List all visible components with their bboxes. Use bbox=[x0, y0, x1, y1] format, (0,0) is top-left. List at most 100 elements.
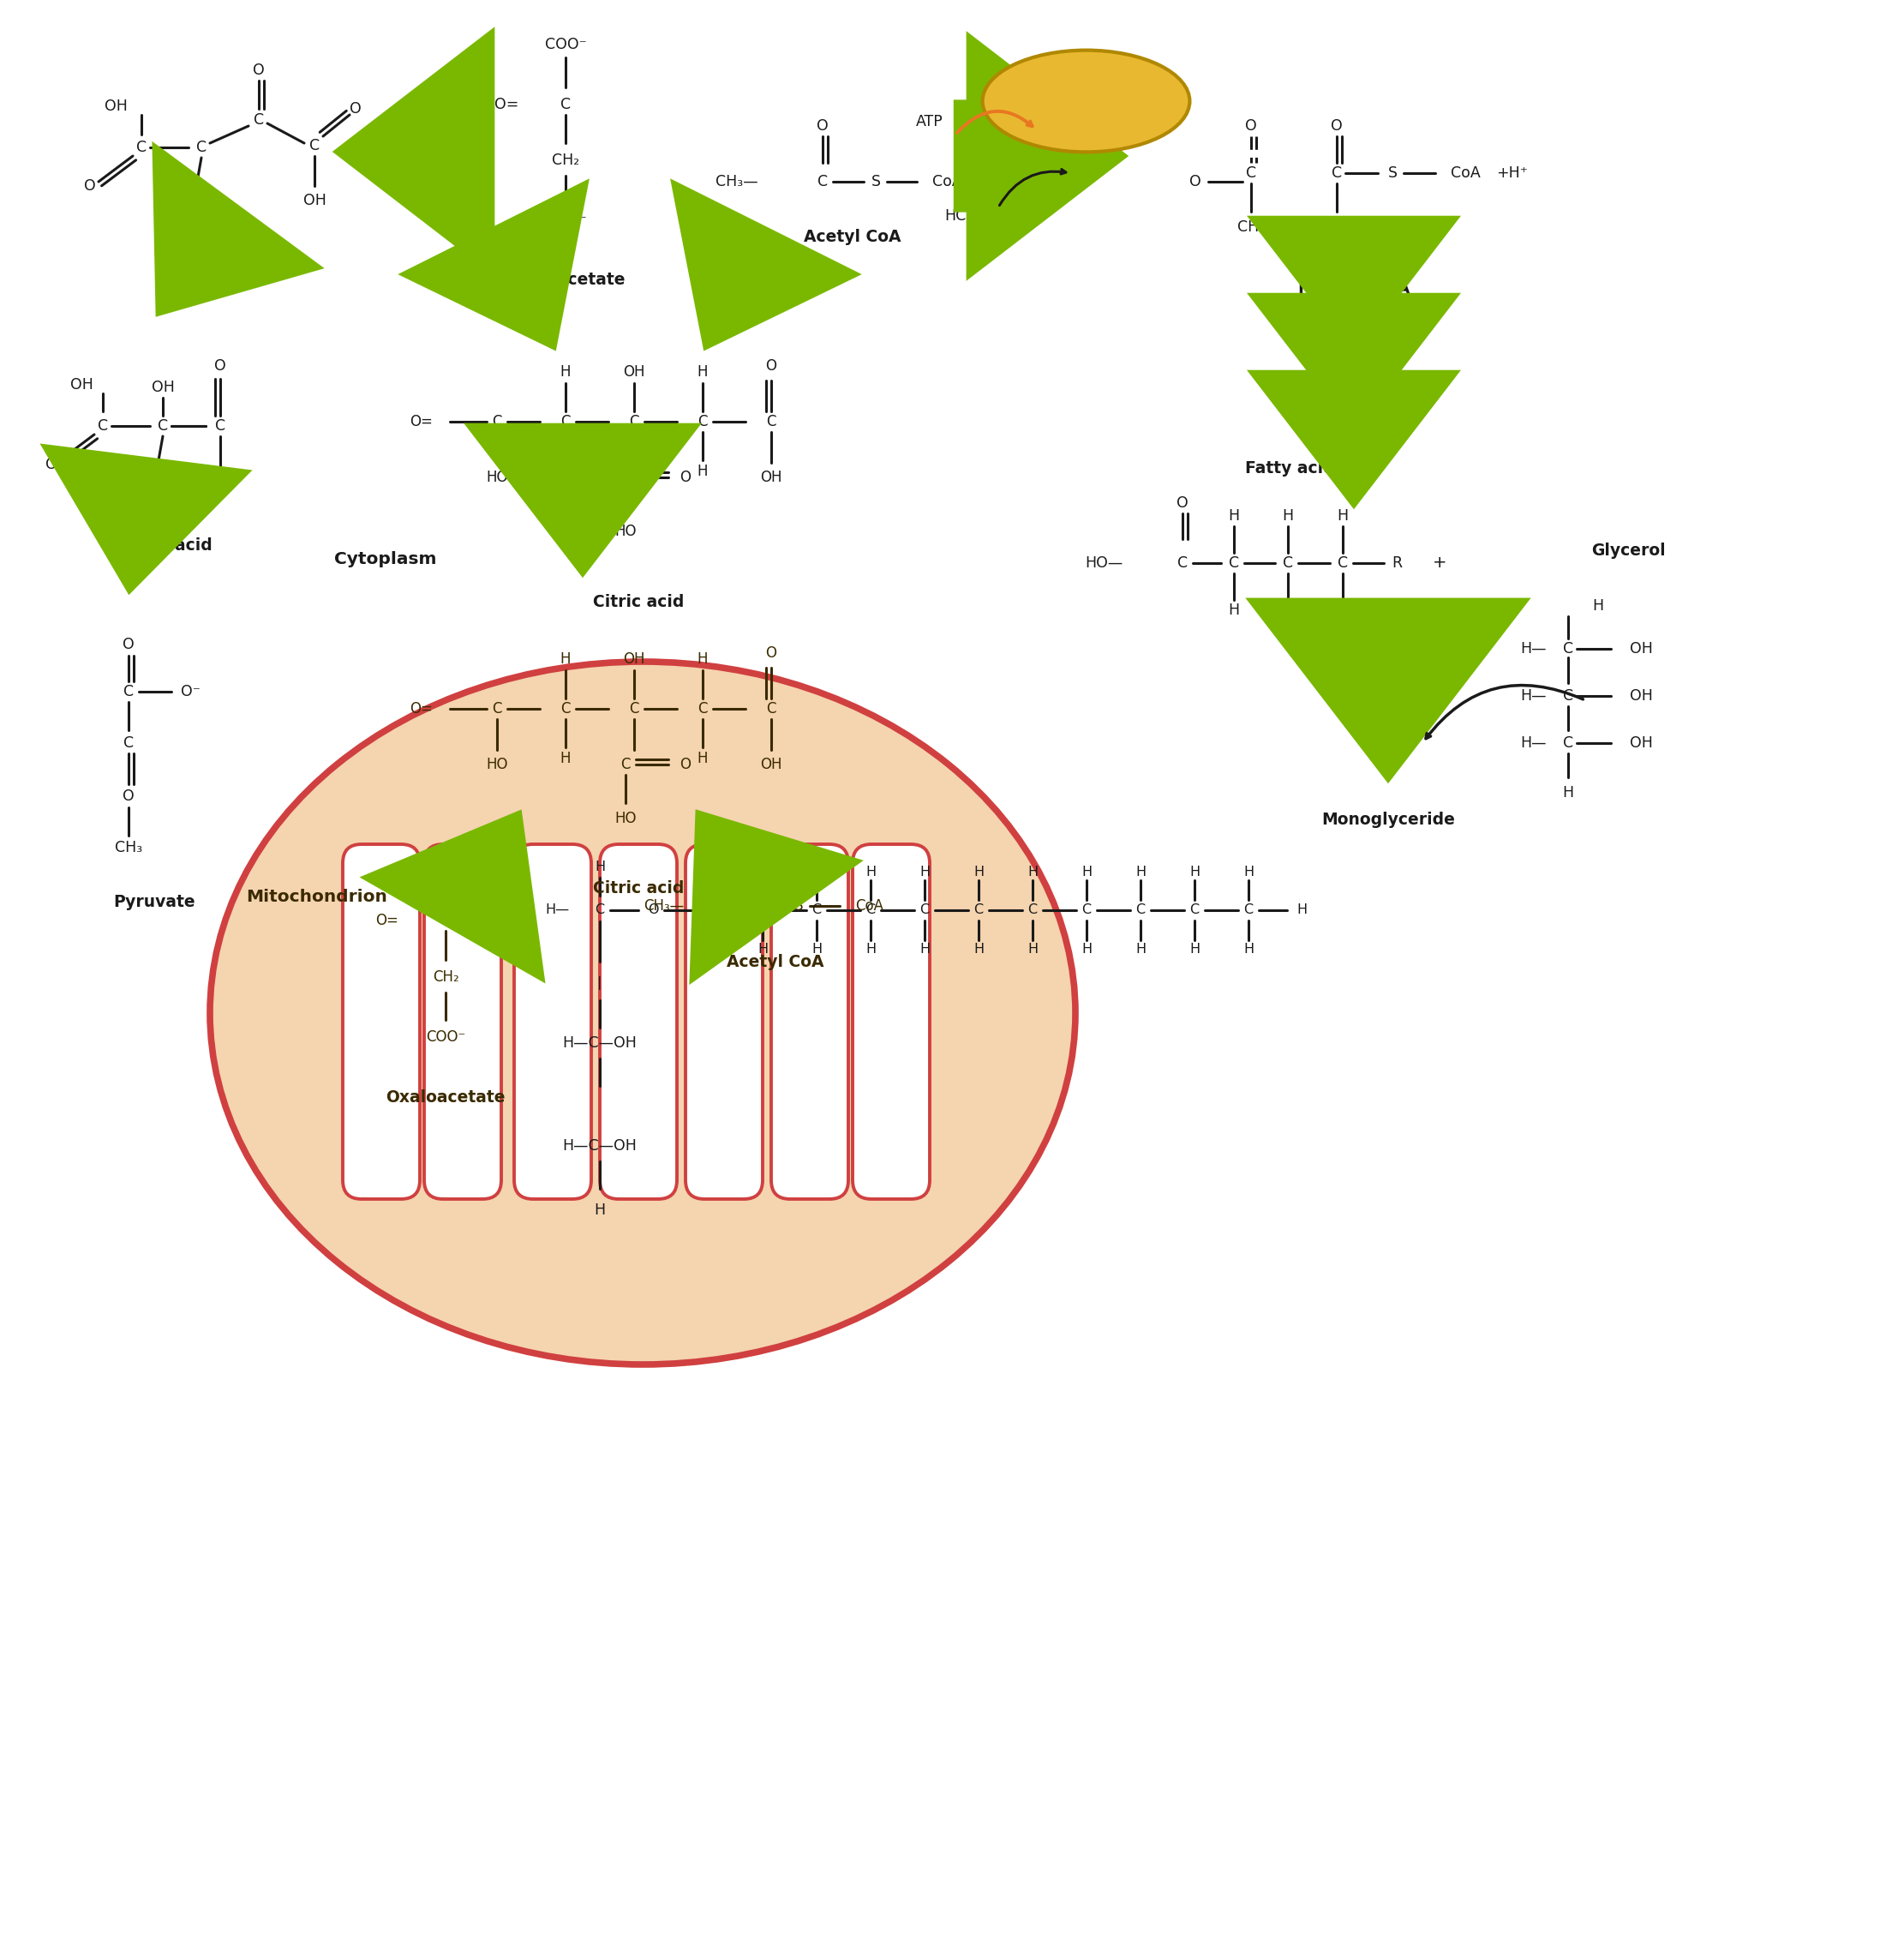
Text: COO⁻: COO⁻ bbox=[545, 37, 586, 52]
Text: C: C bbox=[866, 903, 876, 917]
Text: H: H bbox=[1028, 865, 1038, 878]
Text: +: + bbox=[1015, 84, 1028, 99]
Text: OH: OH bbox=[70, 377, 93, 392]
Text: H: H bbox=[1190, 865, 1200, 878]
Text: Oxaloacetic acid: Oxaloacetic acid bbox=[158, 255, 305, 272]
Text: C: C bbox=[1228, 556, 1240, 571]
Text: C: C bbox=[1177, 556, 1188, 571]
Text: CH₃: CH₃ bbox=[114, 839, 143, 855]
Text: O: O bbox=[1245, 119, 1257, 134]
Text: O: O bbox=[765, 358, 777, 373]
Text: H—C—OH: H—C—OH bbox=[562, 1036, 638, 1051]
Text: C: C bbox=[973, 903, 982, 917]
Text: S: S bbox=[794, 898, 803, 913]
Text: Oxaloacetate: Oxaloacetate bbox=[387, 1088, 505, 1106]
Text: C: C bbox=[491, 414, 503, 429]
Text: O: O bbox=[215, 358, 227, 373]
FancyBboxPatch shape bbox=[425, 843, 501, 1199]
Text: CH₂: CH₂ bbox=[145, 466, 171, 480]
Text: C: C bbox=[491, 701, 503, 717]
Text: O: O bbox=[1177, 495, 1188, 511]
Text: C: C bbox=[1563, 734, 1573, 750]
Text: H: H bbox=[1563, 785, 1575, 801]
Text: H: H bbox=[1135, 942, 1146, 956]
Text: O: O bbox=[122, 637, 135, 653]
Text: Malic acid: Malic acid bbox=[122, 538, 213, 554]
Text: O=: O= bbox=[409, 414, 432, 429]
Text: Pyruvate: Pyruvate bbox=[112, 894, 196, 909]
Text: +: + bbox=[1432, 556, 1447, 571]
Text: |: | bbox=[598, 975, 602, 989]
Text: O: O bbox=[647, 903, 659, 917]
FancyBboxPatch shape bbox=[514, 843, 592, 1199]
Text: CH₂: CH₂ bbox=[1238, 220, 1264, 235]
Text: C: C bbox=[440, 913, 451, 929]
Text: OH: OH bbox=[150, 379, 175, 394]
Text: C: C bbox=[628, 701, 640, 717]
Text: C: C bbox=[124, 684, 133, 699]
Text: H: H bbox=[758, 942, 767, 956]
Ellipse shape bbox=[209, 663, 1076, 1364]
Text: CoA: CoA bbox=[931, 175, 962, 188]
Text: C: C bbox=[158, 418, 168, 433]
Text: C: C bbox=[697, 414, 708, 429]
Text: C: C bbox=[817, 175, 828, 188]
Text: Acetyl CoA: Acetyl CoA bbox=[803, 229, 901, 245]
Text: O: O bbox=[84, 179, 95, 194]
Text: Acetyl CoA: Acetyl CoA bbox=[727, 954, 824, 970]
Text: Citric acid: Citric acid bbox=[592, 593, 684, 610]
Text: H: H bbox=[811, 942, 823, 956]
FancyBboxPatch shape bbox=[853, 843, 929, 1199]
Text: HO: HO bbox=[486, 470, 508, 486]
Text: Cytoplasm: Cytoplasm bbox=[335, 550, 436, 567]
Text: C: C bbox=[1081, 903, 1091, 917]
Text: OH: OH bbox=[623, 651, 645, 666]
Text: C: C bbox=[1563, 641, 1573, 657]
Text: PO₄⁻³: PO₄⁻³ bbox=[1064, 93, 1108, 109]
Text: H: H bbox=[1281, 509, 1293, 525]
Text: S: S bbox=[1388, 165, 1398, 181]
Text: C: C bbox=[741, 898, 750, 913]
Text: C: C bbox=[1243, 903, 1253, 917]
Text: H: H bbox=[1337, 602, 1348, 618]
Text: O=: O= bbox=[409, 701, 432, 717]
Text: C: C bbox=[621, 470, 630, 486]
FancyBboxPatch shape bbox=[685, 843, 764, 1199]
Text: C: C bbox=[253, 113, 265, 128]
Text: O: O bbox=[1331, 119, 1342, 134]
Text: S: S bbox=[870, 175, 880, 188]
Text: C: C bbox=[560, 97, 571, 113]
Text: H: H bbox=[1228, 602, 1240, 618]
Text: C: C bbox=[621, 758, 630, 771]
Text: H: H bbox=[594, 1203, 605, 1218]
Text: R: R bbox=[1392, 556, 1401, 571]
Text: H: H bbox=[697, 651, 708, 666]
Text: H: H bbox=[1135, 865, 1146, 878]
Text: O⁻: O⁻ bbox=[181, 684, 200, 699]
Text: O: O bbox=[253, 62, 265, 78]
Text: Fatty acid: Fatty acid bbox=[1245, 460, 1335, 476]
Text: OH: OH bbox=[209, 472, 232, 488]
Text: Glycerol: Glycerol bbox=[1592, 542, 1666, 558]
Text: HO: HO bbox=[615, 525, 636, 538]
Text: H: H bbox=[1190, 942, 1200, 956]
Text: H: H bbox=[1592, 598, 1603, 614]
Text: C: C bbox=[758, 903, 767, 917]
Text: C: C bbox=[596, 903, 605, 917]
Text: C: C bbox=[215, 418, 225, 433]
Text: H: H bbox=[1081, 942, 1091, 956]
Text: OH: OH bbox=[760, 470, 783, 486]
Text: COO⁻: COO⁻ bbox=[545, 212, 586, 227]
Text: H: H bbox=[1028, 942, 1038, 956]
Text: C: C bbox=[703, 903, 712, 917]
Text: OH: OH bbox=[1630, 734, 1653, 750]
Text: H: H bbox=[866, 942, 876, 956]
Text: H: H bbox=[1297, 903, 1306, 917]
Text: H: H bbox=[560, 363, 571, 379]
Text: O: O bbox=[350, 101, 362, 117]
Text: CH₂: CH₂ bbox=[432, 970, 459, 985]
Text: H: H bbox=[560, 651, 571, 666]
Text: O: O bbox=[741, 849, 750, 865]
Text: H: H bbox=[811, 865, 823, 878]
Text: OH: OH bbox=[303, 192, 326, 208]
